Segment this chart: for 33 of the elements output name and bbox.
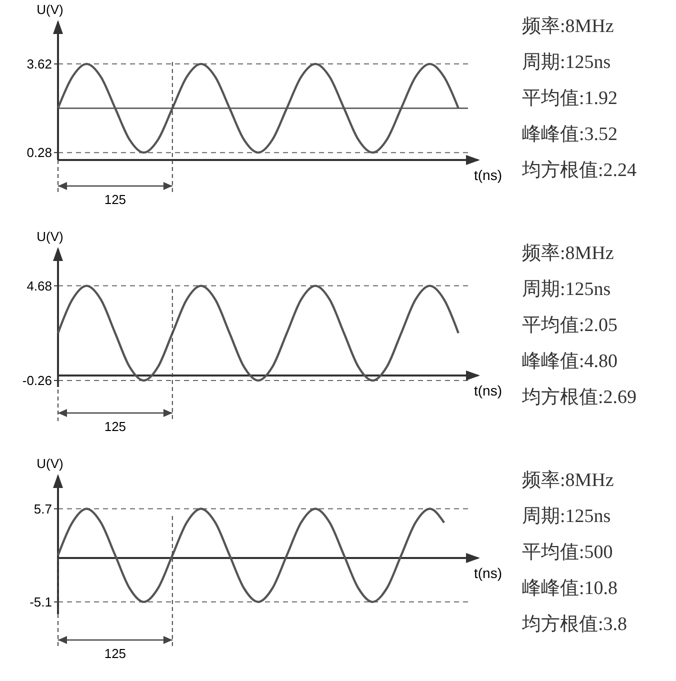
text: 均方根值:2.69 <box>521 386 637 408</box>
text: 125 <box>104 646 126 661</box>
y-tick-label: 5.7 <box>34 501 52 516</box>
text: 平均值:500 <box>522 542 613 563</box>
text: 频率:8MHz <box>522 469 614 491</box>
text: 周期:125ns <box>522 52 611 73</box>
text: 峰峰值:4.80 <box>522 351 618 372</box>
text: 平均值:1.92 <box>522 88 618 109</box>
y-tick-label: 3.62 <box>26 56 52 72</box>
text: 平均值:2.05 <box>522 315 618 336</box>
line-series <box>56 284 460 382</box>
text: 125 <box>104 419 126 434</box>
x-axis-title: t(ns) <box>474 167 502 183</box>
text: 频率:8MHz <box>522 242 614 264</box>
text: 频率:8MHz <box>522 15 614 37</box>
x-axis-title: t(ns) <box>474 382 502 398</box>
y-tick-label: 0.28 <box>26 145 52 160</box>
text: 峰峰值:10.8 <box>522 578 618 599</box>
line-series <box>56 62 460 154</box>
text: 周期:125ns <box>522 506 611 527</box>
y-tick-label: -5.1 <box>30 594 52 610</box>
y-axis-title: U(V) <box>36 229 64 244</box>
y-tick-label: 4.68 <box>26 278 52 294</box>
y-axis-title: U(V) <box>36 2 64 17</box>
x-axis-title: t(ns) <box>474 564 502 581</box>
text: 125 <box>104 192 126 207</box>
text: 周期:125ns <box>522 279 611 300</box>
line-series <box>56 508 446 604</box>
text: 均方根值:3.8 <box>521 613 628 635</box>
y-tick-label: -0.26 <box>22 373 52 388</box>
y-axis-title: U(V) <box>36 456 64 471</box>
text: 峰峰值:3.52 <box>522 124 618 145</box>
text: 均方根值:2.24 <box>521 159 638 181</box>
